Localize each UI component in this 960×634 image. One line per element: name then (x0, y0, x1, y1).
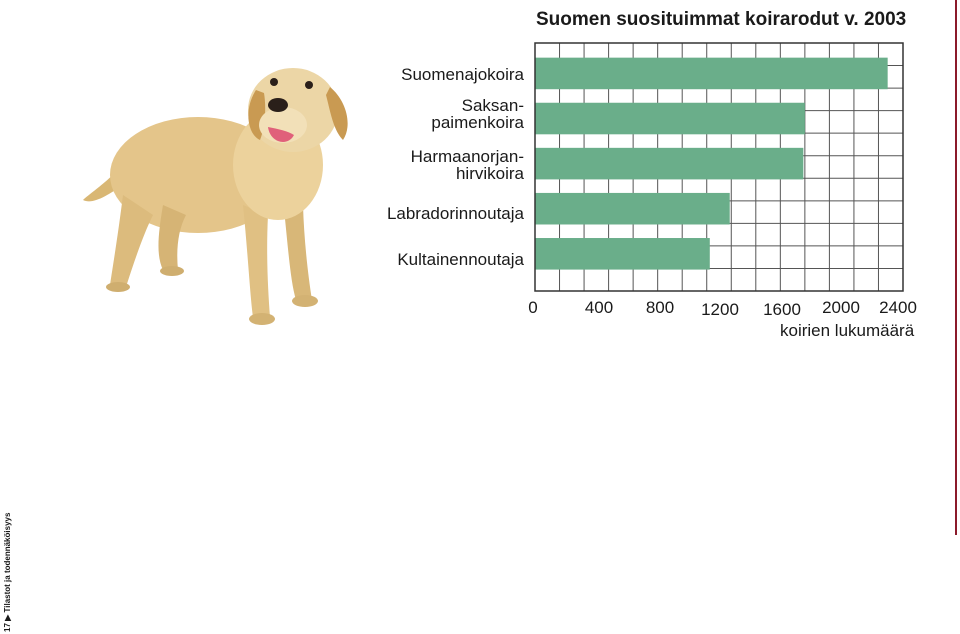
sidebar-section-text: 17 ▶ Tilastot ja todennäköisyys (3, 513, 12, 632)
accent-rule (955, 0, 957, 535)
bar-2 (535, 102, 805, 135)
bar-1 (535, 57, 888, 90)
category-label: Saksan- paimenkoira (431, 96, 524, 132)
chart-title: Suomen suosituimmat koirarodut v. 2003 (536, 9, 907, 30)
x-tick-label: 0 (528, 298, 538, 317)
section-title: Tilastot ja todennäköisyys (3, 512, 12, 613)
bar-chart-plot (534, 42, 904, 292)
x-tick-label: 1600 (763, 300, 801, 319)
arrow-icon: ▶ (3, 614, 12, 621)
bar-5 (535, 238, 710, 270)
category-label: Kultainennoutaja (397, 250, 524, 269)
x-tick-label: 2000 (822, 298, 860, 317)
x-tick-label: 1200 (701, 300, 739, 319)
bar-4 (535, 192, 730, 225)
dog-icon (83, 68, 348, 325)
x-tick-label: 800 (645, 298, 675, 317)
x-tick-label: 2400 (879, 298, 917, 317)
bar-3 (535, 147, 804, 180)
page-number: 17 (3, 623, 12, 632)
category-label: Harmaanorjan- hirvikoira (410, 147, 524, 183)
plot-frame (534, 42, 904, 292)
category-label: Labradorinnoutaja (386, 204, 524, 223)
x-axis-label: koirien lukumäärä (780, 321, 915, 340)
category-label: Suomenajokoira (401, 65, 524, 84)
x-tick-label: 400 (584, 298, 614, 317)
